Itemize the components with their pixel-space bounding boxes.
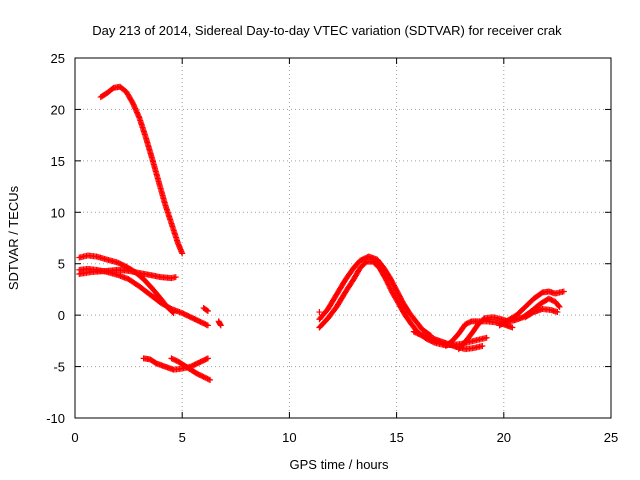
series-arc-6 bbox=[168, 355, 214, 383]
y-tick-label: 15 bbox=[51, 154, 65, 169]
x-tick-label: 15 bbox=[389, 430, 403, 445]
data-point bbox=[316, 309, 323, 316]
tick-labels: 0 5 10 15 20 25 -10 -5 0 5 10 15 20 25 bbox=[46, 51, 618, 445]
data-point bbox=[205, 376, 212, 383]
data-point bbox=[479, 343, 486, 349]
x-axis-label: GPS time / hours bbox=[290, 457, 389, 472]
series-arc-1 bbox=[97, 83, 186, 257]
data-point bbox=[560, 288, 567, 295]
data-point bbox=[203, 307, 210, 314]
data-point bbox=[217, 322, 224, 329]
y-tick-label: -10 bbox=[46, 411, 65, 426]
y-tick-label: 10 bbox=[51, 205, 65, 220]
data-point bbox=[204, 308, 211, 315]
data-point bbox=[556, 303, 563, 310]
data-point bbox=[554, 309, 561, 316]
data-point bbox=[179, 250, 186, 257]
data-marks bbox=[76, 83, 567, 383]
data-point bbox=[204, 355, 211, 362]
plot-frame bbox=[74, 57, 612, 419]
y-tick-label: 0 bbox=[58, 308, 65, 323]
series-arc-8 bbox=[215, 318, 224, 329]
x-tick-label: 20 bbox=[497, 430, 511, 445]
data-point bbox=[509, 324, 516, 331]
data-point bbox=[483, 334, 490, 341]
series-arc-15 bbox=[522, 305, 561, 321]
y-axis-label: SDTVAR / TECUs bbox=[6, 185, 21, 290]
x-tick-label: 25 bbox=[604, 430, 618, 445]
data-point bbox=[207, 376, 214, 383]
data-point bbox=[172, 274, 179, 281]
series-arc-14 bbox=[496, 288, 567, 329]
y-tick-label: -5 bbox=[53, 360, 65, 375]
series-arc-9 bbox=[316, 258, 490, 348]
grid-lines bbox=[75, 58, 611, 418]
data-point bbox=[204, 322, 211, 329]
y-tick-label: 25 bbox=[51, 51, 65, 66]
data-point bbox=[555, 302, 562, 309]
chart-title: Day 213 of 2014, Sidereal Day-to-day VTE… bbox=[92, 23, 562, 38]
tick-marks bbox=[74, 57, 612, 419]
data-point bbox=[388, 286, 395, 293]
series-arc-10 bbox=[316, 253, 434, 339]
y-tick-label: 5 bbox=[58, 257, 65, 272]
series-arc-4 bbox=[76, 266, 179, 282]
series-arc-16 bbox=[316, 309, 323, 316]
y-tick-label: 20 bbox=[51, 102, 65, 117]
x-tick-label: 10 bbox=[282, 430, 296, 445]
x-tick-label: 0 bbox=[71, 430, 78, 445]
series-arc-7 bbox=[200, 304, 211, 315]
x-tick-label: 5 bbox=[179, 430, 186, 445]
